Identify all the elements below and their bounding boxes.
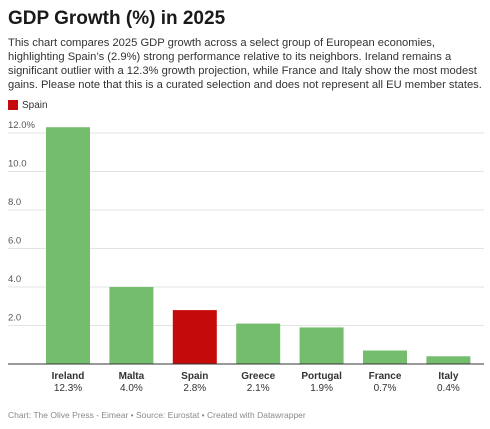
data-label: 2.8% xyxy=(183,383,206,394)
chart-description: This chart compares 2025 GDP growth acro… xyxy=(8,37,482,92)
data-label: 2.1% xyxy=(247,383,270,394)
y-tick-label: 12.0% xyxy=(8,120,35,131)
chart-footer: Chart: The Olive Press - Eimear • Source… xyxy=(8,410,306,420)
bar-spain xyxy=(172,310,217,364)
y-tick-label: 4.0 xyxy=(8,274,21,285)
bar-italy xyxy=(426,356,471,364)
bar-portugal xyxy=(299,327,344,364)
data-label: 0.7% xyxy=(374,383,397,394)
x-tick-label: Spain xyxy=(181,371,208,382)
bar-greece xyxy=(236,323,281,364)
chart-title: GDP Growth (%) in 2025 xyxy=(8,8,226,29)
bar-ireland xyxy=(46,127,90,364)
x-tick-label: Greece xyxy=(241,371,275,382)
x-tick-label: Italy xyxy=(438,371,458,382)
legend-swatch-spain xyxy=(8,100,18,110)
legend-label-spain: Spain xyxy=(22,99,48,111)
x-tick-label: Malta xyxy=(119,371,145,382)
data-label: 4.0% xyxy=(120,383,143,394)
legend: Spain xyxy=(8,98,48,112)
data-label: 0.4% xyxy=(437,383,460,394)
y-tick-label: 10.0 xyxy=(8,159,27,170)
y-tick-label: 8.0 xyxy=(8,197,21,208)
bar-france xyxy=(363,350,407,364)
x-tick-label: Ireland xyxy=(52,371,85,382)
y-tick-label: 6.0 xyxy=(8,236,21,247)
data-label: 12.3% xyxy=(54,383,82,394)
bar-malta xyxy=(109,287,154,364)
x-tick-label: France xyxy=(369,371,402,382)
x-tick-label: Portugal xyxy=(301,371,342,382)
data-label: 1.9% xyxy=(310,383,333,394)
y-tick-label: 2.0 xyxy=(8,313,21,324)
